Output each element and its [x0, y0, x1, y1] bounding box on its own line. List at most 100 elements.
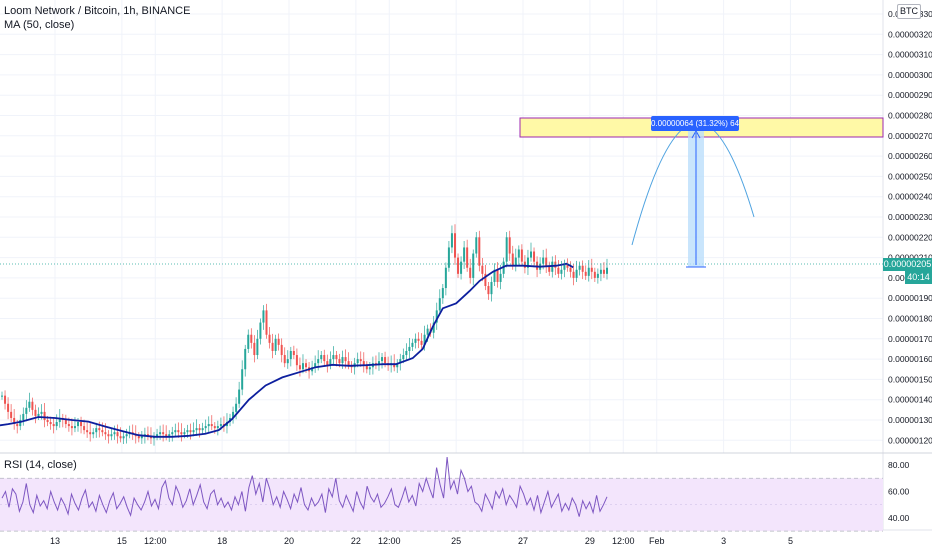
candle-body	[92, 432, 95, 435]
candle-body	[557, 267, 560, 274]
candle-body	[529, 251, 532, 258]
candle-body	[511, 253, 514, 266]
candle-body	[606, 267, 608, 274]
candle-body	[195, 428, 198, 431]
candle-body	[165, 434, 168, 437]
symbol-legend[interactable]: Loom Network / Bitcoin, 1h, BINANCE	[4, 5, 191, 17]
candle-body	[250, 334, 253, 343]
candle-body	[523, 261, 526, 268]
candle-body	[104, 432, 107, 435]
candle-body	[402, 355, 405, 360]
price-tick-label: 0.00000230	[888, 212, 932, 222]
measure-arrow-head	[691, 129, 701, 139]
candle-body	[183, 432, 186, 435]
rsi-tick-label: 60.00	[888, 486, 910, 496]
candle-body	[508, 237, 511, 254]
candle-body	[37, 413, 40, 416]
candle-body	[548, 265, 551, 272]
candle-body	[341, 357, 344, 364]
candle-body	[377, 361, 380, 366]
candle-body	[289, 350, 292, 360]
candle-body	[347, 361, 350, 366]
candle-body	[241, 369, 244, 390]
price-tick-label: 0.00000150	[888, 374, 932, 384]
time-tick-label: 29	[585, 536, 595, 546]
candle-body	[317, 359, 320, 364]
candle-body	[581, 265, 584, 272]
currency-badge[interactable]: BTC	[897, 4, 921, 19]
candle-body	[405, 350, 408, 356]
candle-body	[426, 328, 429, 335]
candle-body	[198, 428, 201, 431]
candle-body	[356, 359, 359, 364]
candle-body	[414, 338, 417, 343]
candle-body	[314, 363, 317, 368]
candle-body	[469, 267, 472, 278]
candle-body	[542, 257, 545, 264]
candle-body	[207, 424, 210, 427]
candle-body	[101, 430, 104, 433]
candle-body	[435, 310, 438, 323]
candle-body	[453, 233, 456, 258]
candle-body	[137, 436, 140, 439]
candle-body	[256, 338, 259, 356]
grid	[0, 0, 883, 453]
candle-body	[520, 249, 523, 262]
rsi-legend[interactable]: RSI (14, close)	[4, 459, 77, 471]
candle-body	[408, 346, 411, 351]
candle-body	[262, 310, 265, 323]
candle-body	[384, 357, 387, 364]
candle-body	[572, 271, 575, 278]
ma-legend[interactable]: MA (50, close)	[4, 19, 75, 31]
candle-body	[560, 269, 563, 274]
candle-body	[268, 334, 271, 343]
candle-body	[247, 334, 250, 349]
candle-body	[210, 424, 213, 427]
candle-body	[156, 434, 159, 437]
price-tick-label: 0.00000290	[888, 90, 932, 100]
price-tick-label: 0.00000180	[888, 314, 932, 324]
candle-body	[417, 338, 420, 341]
candle-body	[399, 359, 402, 364]
candle-body	[110, 434, 113, 437]
candle-body	[283, 355, 286, 364]
candle-body	[159, 432, 162, 435]
candle-body	[396, 363, 399, 368]
candle-body	[55, 422, 58, 427]
candle-body	[219, 424, 222, 427]
candle-body	[362, 361, 365, 366]
candle-body	[13, 417, 16, 425]
candle-body	[545, 257, 548, 266]
candle-body	[496, 269, 499, 282]
candle-body	[52, 424, 55, 427]
candle-body	[216, 426, 219, 429]
candle-body	[280, 344, 283, 356]
candle-body	[4, 395, 7, 404]
candle-body	[475, 237, 478, 254]
candle-body	[186, 430, 189, 433]
time-tick-label: 3	[721, 536, 726, 546]
candle-body	[1, 395, 3, 397]
price-tick-label: 0.00000190	[888, 293, 932, 303]
candle-body	[590, 267, 593, 272]
candle-body	[140, 436, 143, 439]
candle-body	[125, 434, 128, 437]
candle-body	[587, 267, 590, 276]
candle-body	[329, 359, 332, 366]
candle-body	[499, 273, 502, 282]
candle-body	[457, 257, 460, 274]
candle-body	[7, 403, 10, 412]
candle-body	[450, 233, 453, 248]
candle-body	[466, 247, 469, 268]
candle-body	[49, 422, 52, 425]
price-tick-label: 0.00000270	[888, 131, 932, 141]
candle-body	[335, 355, 338, 360]
candle-body	[43, 411, 46, 420]
candle-body	[493, 269, 496, 282]
candle-body	[460, 261, 463, 274]
candle-body	[533, 251, 536, 262]
ma-line	[0, 262, 574, 438]
candle-body	[34, 409, 37, 416]
candle-body	[326, 361, 329, 366]
